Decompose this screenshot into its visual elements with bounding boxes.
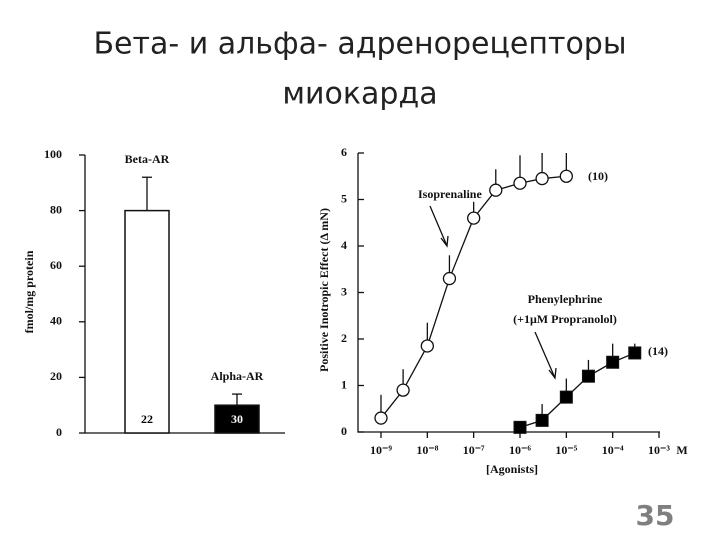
point (420, 339, 434, 353)
annotation: Isoprenaline (418, 187, 482, 201)
y-tick-label: 5 (341, 191, 347, 205)
point (374, 411, 388, 425)
y-tick-label: 4 (341, 238, 347, 252)
x-tick-label: 10⁻⁵ (555, 443, 577, 457)
y-tick-label: 3 (341, 284, 347, 298)
category-label: Beta-AR (125, 152, 170, 166)
point (513, 420, 527, 434)
point (513, 176, 527, 190)
point (489, 183, 503, 197)
y-tick-label: 0 (56, 425, 62, 439)
x-tick-label: 10⁻⁷ (463, 443, 485, 457)
point (467, 211, 481, 225)
x-tick-label: 10⁻⁶ (509, 443, 531, 457)
annotation: Phenylephrine (528, 292, 603, 306)
x-axis-label: [Agonists] (486, 462, 538, 476)
y-tick-label: 0 (341, 424, 347, 438)
point (628, 346, 642, 360)
y-tick-label: 20 (50, 369, 62, 383)
y-tick-label: 100 (44, 147, 62, 161)
point (442, 271, 457, 286)
y-axis-label: fmol/mg protein (22, 250, 36, 333)
bar-label: 22 (141, 412, 153, 426)
bar (124, 209, 170, 434)
annotation: (+1μM Propranolol) (513, 312, 617, 326)
y-tick-label: 60 (50, 258, 62, 272)
point (396, 383, 410, 397)
y-tick-label: 2 (341, 331, 347, 345)
y-tick-label: 1 (341, 377, 347, 391)
y-tick-label: 80 (50, 202, 62, 216)
x-tick-label: 10⁻³ (648, 443, 670, 457)
point (606, 355, 620, 369)
y-axis-label: Positive Inotropic Effect (Δ mN) (317, 208, 331, 372)
category-label: Alpha-AR (211, 369, 264, 383)
y-tick-label: 6 (341, 145, 347, 159)
slide-title: миокарда (282, 77, 437, 112)
y-tick-label: 40 (50, 314, 62, 328)
arrow (429, 205, 449, 248)
x-unit: M (676, 443, 687, 457)
x-tick-label: 10⁻⁸ (416, 443, 438, 457)
x-tick-label: 10⁻⁴ (602, 443, 624, 457)
point (559, 169, 573, 183)
slide-number: 35 (636, 499, 675, 532)
point (581, 369, 595, 383)
axis (84, 155, 285, 434)
bar-label: 30 (231, 412, 243, 426)
slide-title: Бета- и альфа- адренорецепторы (93, 27, 626, 62)
annotation: (10) (588, 169, 608, 183)
annotation: (14) (648, 344, 668, 358)
point (535, 171, 549, 186)
point (535, 413, 549, 427)
point (559, 390, 573, 404)
arrow (534, 331, 557, 380)
x-tick-label: 10⁻⁹ (370, 443, 392, 457)
